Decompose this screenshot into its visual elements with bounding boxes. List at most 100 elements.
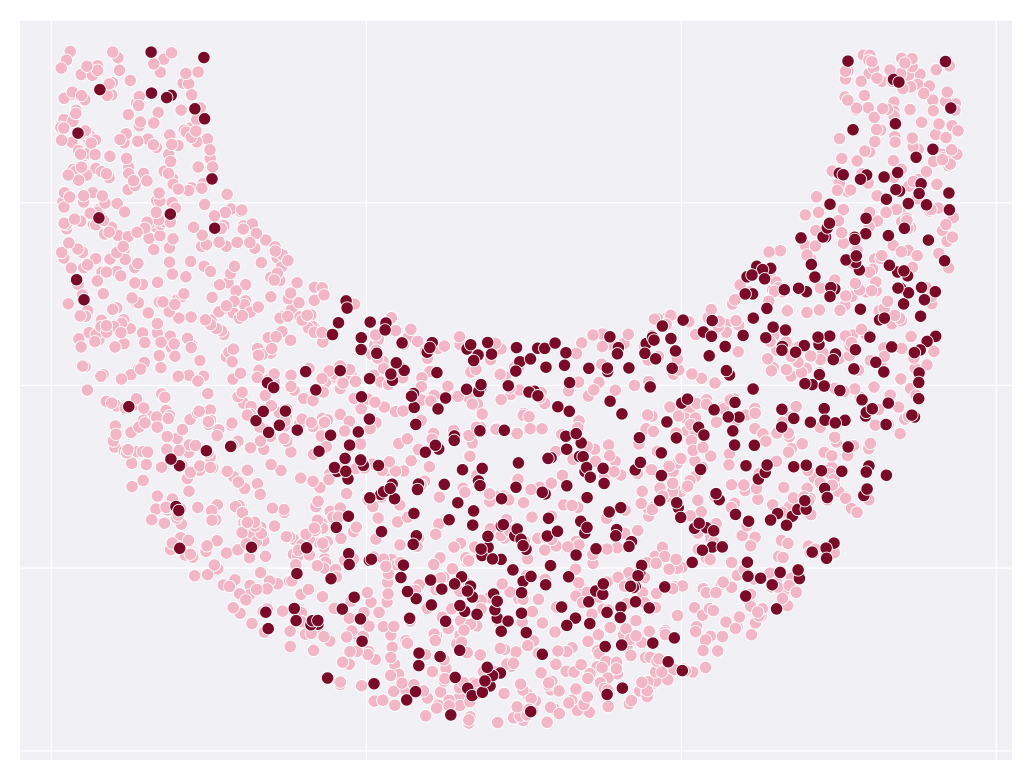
- scatter-point-light: [254, 255, 268, 270]
- scatter-point-light: [80, 59, 94, 73]
- scatter-point-light: [226, 342, 241, 356]
- scatter-point-light: [220, 187, 234, 201]
- scatter-point-light: [349, 520, 363, 534]
- scatter-point-light: [696, 643, 710, 658]
- scatter-point-light: [631, 523, 645, 538]
- scatter-point-light: [220, 464, 234, 478]
- scatter-point-dark: [433, 649, 447, 664]
- scatter-point-light: [130, 225, 144, 239]
- scatter-point-dark: [912, 375, 926, 390]
- scatter-point-light: [179, 66, 193, 81]
- scatter-point-dark: [448, 670, 462, 685]
- scatter-point-dark: [655, 319, 670, 333]
- scatter-point-light: [106, 45, 120, 59]
- scatter-point-dark: [853, 172, 868, 186]
- scatter-point-dark: [596, 461, 610, 476]
- scatter-point-light: [525, 510, 539, 524]
- scatter-point-light: [914, 115, 929, 129]
- scatter-point-light: [595, 660, 609, 675]
- scatter-point-light: [175, 422, 190, 437]
- scatter-point-dark: [676, 313, 690, 327]
- scatter-point-dark: [891, 165, 905, 180]
- scatter-point-dark: [597, 476, 611, 491]
- scatter-point-dark: [497, 423, 511, 437]
- scatter-point-dark: [848, 343, 863, 357]
- scatter-point-light: [205, 513, 219, 527]
- scatter-point-dark: [514, 586, 529, 600]
- scatter-point-light: [780, 304, 794, 318]
- scatter-point-dark: [408, 684, 423, 699]
- scatter-point-light: [376, 693, 390, 707]
- scatter-point-dark: [913, 309, 928, 323]
- scatter-point-dark: [668, 344, 683, 358]
- scatter-point-light: [222, 579, 237, 594]
- scatter-point-light: [125, 456, 139, 470]
- scatter-point-light: [131, 256, 145, 271]
- scatter-point-light: [75, 359, 90, 373]
- scatter-point-light: [269, 330, 283, 344]
- scatter-point-dark: [661, 655, 675, 669]
- scatter-point-light: [759, 434, 773, 448]
- scatter-point-light: [773, 244, 787, 258]
- scatter-point-light: [185, 88, 199, 102]
- scatter-point-dark: [342, 557, 356, 572]
- scatter-point-light: [462, 713, 476, 727]
- scatter-point-light: [681, 479, 695, 493]
- scatter-point-light: [136, 473, 150, 488]
- scatter-point-dark: [658, 580, 672, 594]
- scatter-point-light: [264, 457, 278, 472]
- scatter-point-light: [548, 625, 562, 639]
- scatter-point-dark: [589, 542, 603, 556]
- scatter-point-light: [627, 378, 642, 393]
- scatter-point-light: [776, 550, 790, 565]
- scatter-point-dark: [447, 577, 462, 591]
- scatter-point-light: [192, 404, 206, 418]
- scatter-point-dark: [560, 618, 574, 633]
- scatter-point-light: [462, 554, 476, 568]
- scatter-point-dark: [400, 584, 415, 599]
- scatter-point-light: [168, 349, 182, 363]
- scatter-point-light: [429, 701, 444, 715]
- scatter-point-light: [671, 409, 686, 423]
- scatter-point-dark: [404, 389, 419, 403]
- scatter-point-light: [670, 608, 685, 623]
- scatter-point-light: [264, 290, 278, 304]
- scatter-point-light: [239, 593, 253, 607]
- scatter-point-light: [662, 562, 676, 576]
- scatter-point-dark: [901, 196, 915, 211]
- scatter-point-dark: [342, 438, 357, 452]
- scatter-point-dark: [938, 54, 953, 69]
- scatter-point-light: [165, 137, 179, 152]
- scatter-point-light: [251, 348, 266, 362]
- scatter-point-dark: [299, 364, 313, 379]
- scatter-point-dark: [406, 537, 420, 551]
- scatter-point-light: [67, 212, 82, 226]
- scatter-point-light: [863, 436, 878, 451]
- scatter-point-light: [458, 485, 472, 499]
- scatter-point-light: [240, 515, 255, 529]
- scatter-point-dark: [709, 486, 723, 501]
- scatter-point-dark: [423, 340, 437, 355]
- scatter-point-dark: [580, 520, 594, 535]
- scatter-point-dark: [551, 400, 565, 414]
- scatter-point-light: [930, 177, 944, 191]
- scatter-point-light: [152, 186, 166, 200]
- scatter-point-light: [131, 134, 145, 148]
- scatter-point-light: [184, 340, 198, 355]
- scatter-point-dark: [822, 216, 837, 230]
- scatter-point-light: [150, 420, 164, 434]
- scatter-point-light: [201, 386, 215, 401]
- scatter-point-light: [168, 297, 182, 311]
- scatter-point-dark: [351, 425, 365, 439]
- scatter-point-light: [235, 309, 250, 323]
- scatter-point-dark: [598, 639, 612, 654]
- scatter-point-light: [835, 151, 849, 166]
- scatter-point-dark: [865, 402, 879, 416]
- scatter-point-dark: [424, 598, 439, 612]
- scatter-point-dark: [363, 315, 377, 329]
- scatter-point-light: [708, 376, 722, 390]
- scatter-point-light: [165, 267, 180, 281]
- scatter-point-dark: [523, 352, 538, 366]
- scatter-point-light: [243, 441, 258, 455]
- scatter-point-dark: [814, 464, 829, 478]
